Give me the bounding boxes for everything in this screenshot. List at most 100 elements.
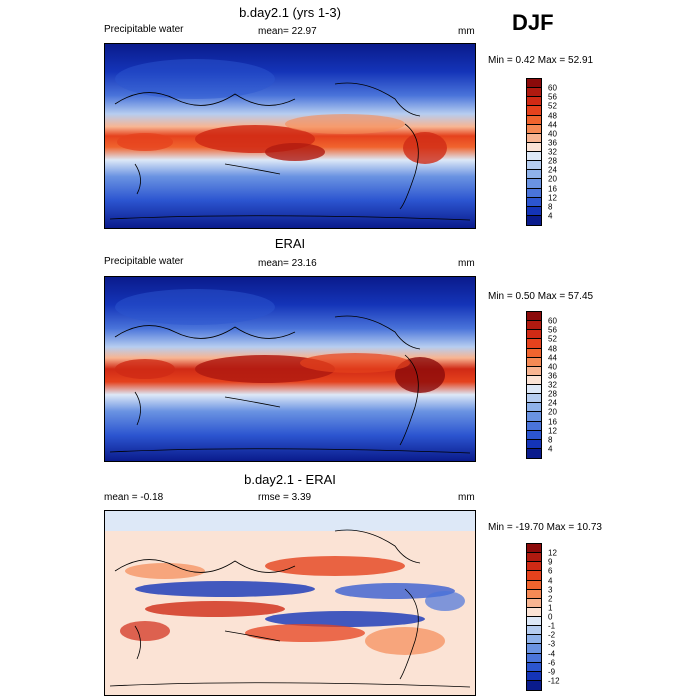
colorbar-cell [527,448,541,458]
colorbar-tick-label: 24 [548,398,557,408]
colorbar-tick-label: 36 [548,138,557,148]
colorbar-tick-label: 0 [548,612,553,622]
colorbar-cell [527,312,541,322]
panel3-colorbar [526,543,542,691]
panel2-variable-label: Precipitable water [104,256,184,267]
colorbar-cell [527,553,541,563]
colorbar-cell [527,430,541,440]
colorbar-tick-label: -12 [548,676,560,686]
panel3-title: b.day2.1 - ERAI [244,472,336,487]
colorbar-cell [527,394,541,404]
panel3-rmse-label: rmse = 3.39 [258,492,312,503]
colorbar-cell [527,348,541,358]
colorbar-cell [527,321,541,331]
colorbar-cell [527,617,541,627]
colorbar-tick-label: 52 [548,101,557,111]
colorbar-cell [527,375,541,385]
colorbar-tick-label: 8 [548,435,553,445]
panel2-colorbar [526,311,542,459]
colorbar-tick-label: 4 [548,576,553,585]
colorbar-tick-label: 4 [548,211,553,221]
colorbar-cell [527,571,541,581]
panel1-title: b.day2.1 (yrs 1-3) [239,5,341,20]
colorbar-cell [527,170,541,180]
panel3-mean-label: mean = -0.18 [104,492,164,503]
panel2-title: ERAI [274,236,306,251]
panel2-minmax-label: Min = 0.50 Max = 57.45 [488,291,594,302]
colorbar-cell [527,562,541,572]
panel3-minmax-label: Min = -19.70 Max = 10.73 [488,522,602,533]
colorbar-tick-label: 6 [548,566,553,576]
colorbar-tick-label: 32 [548,147,557,157]
colorbar-cell [527,197,541,207]
colorbar-cell [527,671,541,681]
colorbar-cell [527,330,541,340]
colorbar-cell [527,412,541,422]
panel1-heatmap [105,44,475,228]
panel3-map [104,510,476,696]
colorbar-cell [527,580,541,590]
panel3-colorbar-labels: 12 9 6 4 3 2 1 0 -1 -2 -3 -4 -6 -9 -12 [548,543,578,691]
colorbar-cell [527,206,541,216]
colorbar-cell [527,179,541,189]
panel2-mean-label: mean= 23.16 [258,258,317,269]
panel1-colorbar [526,78,542,226]
colorbar-cell [527,598,541,608]
colorbar-cell [527,385,541,395]
panel1-units-label: mm [458,26,475,37]
colorbar-tick-label: 40 [548,362,557,372]
panel2-units-label: mm [458,258,475,269]
colorbar-tick-label: 60 [548,83,557,93]
colorbar-tick-label: 1 [548,603,553,613]
colorbar-tick-label: 24 [548,165,557,175]
colorbar-tick-label: 28 [548,389,557,399]
colorbar-cell [527,133,541,143]
colorbar-cell [527,680,541,690]
colorbar-cell [527,403,541,413]
panel1-colorbar-labels: 60 56 52 48 44 40 36 32 28 24 20 16 12 8 4 [548,78,578,226]
colorbar-tick-label: 56 [548,325,557,335]
colorbar-cell [527,124,541,134]
panel1-minmax-label: Min = 0.42 Max = 52.91 [488,55,594,66]
colorbar-cell [527,88,541,98]
colorbar-cell [527,97,541,107]
colorbar-tick-label: -2 [548,630,556,640]
colorbar-cell [527,366,541,376]
colorbar-tick-label: 52 [548,334,557,344]
panel3-heatmap [105,511,475,695]
colorbar-tick-label: 48 [548,344,557,353]
colorbar-cell [527,439,541,449]
colorbar-tick-label: 9 [548,557,553,567]
colorbar-tick-label: 20 [548,407,557,417]
colorbar-tick-label: 44 [548,120,557,130]
colorbar-tick-label: 40 [548,129,557,139]
colorbar-tick-label: -9 [548,667,556,677]
colorbar-cell [527,589,541,599]
panel1-variable-label: Precipitable water [104,24,184,35]
colorbar-tick-label: -1 [548,621,556,631]
colorbar-cell [527,161,541,171]
panel2-map [104,276,476,462]
colorbar-tick-label: -3 [548,639,556,649]
colorbar-cell [527,626,541,636]
colorbar-tick-label: 4 [548,444,553,454]
season-label: DJF [512,10,554,35]
colorbar-tick-label: 60 [548,316,557,326]
colorbar-cell [527,106,541,116]
colorbar-tick-label: 56 [548,92,557,102]
colorbar-cell [527,115,541,125]
colorbar-cell [527,421,541,431]
colorbar-cell [527,644,541,654]
colorbar-tick-label: 28 [548,156,557,166]
colorbar-tick-label: 16 [548,184,557,193]
colorbar-tick-label: 20 [548,174,557,184]
colorbar-cell [527,653,541,663]
colorbar-tick-label: 16 [548,417,557,426]
colorbar-cell [527,635,541,645]
colorbar-cell [527,152,541,162]
colorbar-cell [527,544,541,554]
colorbar-cell [527,339,541,349]
colorbar-cell [527,215,541,225]
panel2-colorbar-labels: 60 56 52 48 44 40 36 32 28 24 20 16 12 8 4 [548,311,578,459]
colorbar-tick-label: -6 [548,658,556,668]
